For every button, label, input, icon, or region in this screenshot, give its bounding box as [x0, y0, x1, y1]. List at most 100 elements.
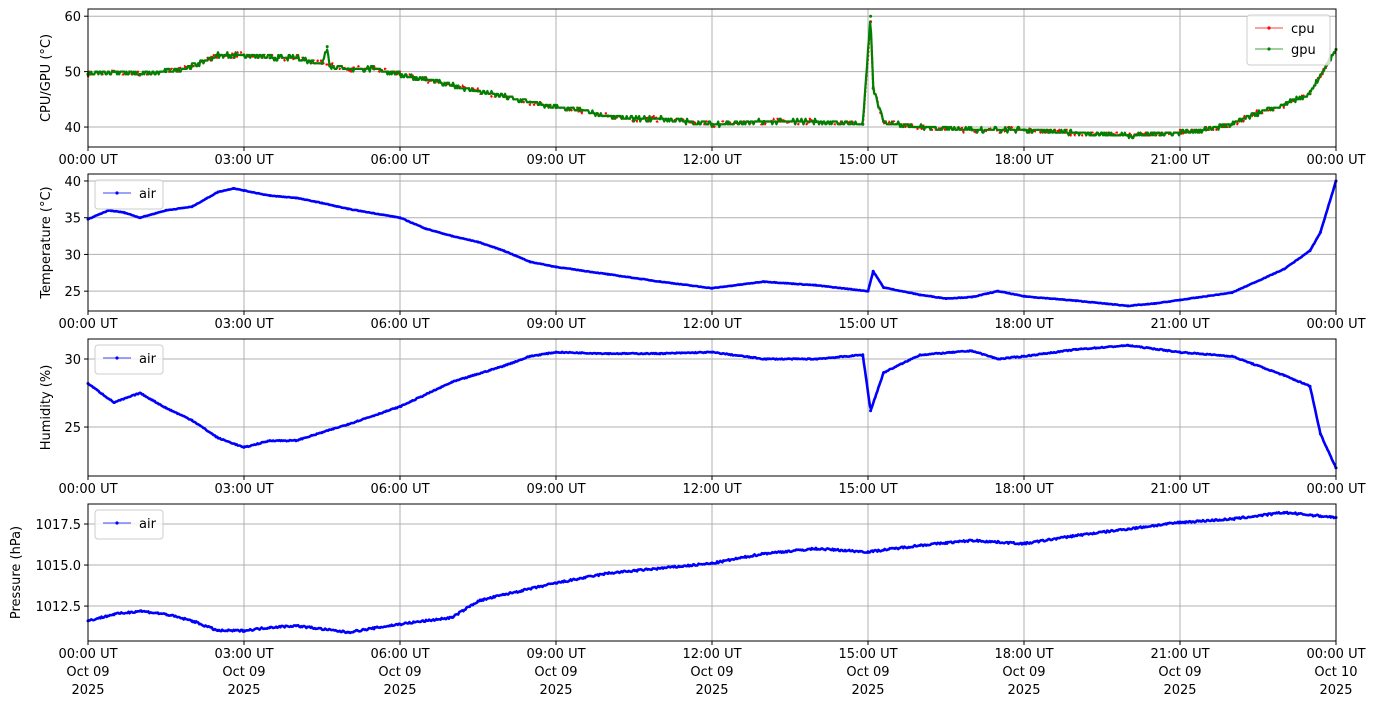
- data-point-gpu: [268, 56, 272, 60]
- x-tick-label: 03:00 UT: [214, 647, 273, 662]
- data-point-air: [138, 609, 142, 613]
- x-year-label: 2025: [1007, 683, 1040, 698]
- data-point-air: [112, 612, 116, 616]
- x-tick-label: 15:00 UT: [838, 647, 897, 662]
- data-point-gpu: [398, 72, 402, 76]
- data-point-air: [710, 350, 714, 354]
- data-point-gpu: [580, 108, 584, 112]
- x-tick-label: 06:00 UT: [370, 153, 429, 168]
- data-point-air: [346, 207, 350, 211]
- data-point-air: [1178, 520, 1182, 524]
- legend: air: [94, 344, 164, 375]
- x-tick-label: 06:00 UT: [370, 317, 429, 332]
- x-tick-label: 03:00 UT: [214, 317, 273, 332]
- data-point-gpu: [710, 122, 714, 126]
- data-point-air: [554, 581, 558, 585]
- data-point-gpu: [325, 45, 329, 49]
- data-point-air: [320, 430, 324, 434]
- data-point-air: [346, 422, 350, 426]
- legend-marker-gpu: [1267, 47, 1271, 51]
- x-date-label: Oct 09: [690, 665, 733, 680]
- data-point-air: [554, 265, 558, 269]
- data-point-air: [762, 280, 766, 284]
- data-point-air: [1308, 384, 1312, 388]
- data-point-air: [1308, 249, 1312, 253]
- x-tick-label: 21:00 UT: [1150, 482, 1209, 497]
- legend-label-air: air: [139, 517, 157, 532]
- data-point-air: [918, 293, 922, 297]
- data-point-air: [190, 205, 194, 209]
- data-point-air: [138, 391, 142, 395]
- data-point-air: [882, 371, 886, 375]
- data-point-gpu: [528, 100, 532, 104]
- y-tick-label: 40: [64, 121, 81, 136]
- data-point-air: [882, 285, 886, 289]
- x-tick-label: 06:00 UT: [370, 482, 429, 497]
- y-tick-label: 1017.5: [36, 518, 82, 533]
- x-tick-label: 18:00 UT: [994, 482, 1053, 497]
- data-point-air: [268, 439, 272, 443]
- x-tick-label: 15:00 UT: [838, 153, 897, 168]
- x-year-label: 2025: [1163, 683, 1196, 698]
- legend-box: [94, 344, 164, 375]
- x-tick-label: 15:00 UT: [838, 482, 897, 497]
- data-point-air: [1318, 230, 1322, 234]
- data-point-air: [814, 283, 818, 287]
- data-point-gpu: [138, 72, 142, 76]
- data-point-air: [450, 380, 454, 384]
- x-tick-label: 00:00 UT: [58, 482, 117, 497]
- data-point-air: [232, 186, 236, 190]
- data-point-gpu: [606, 114, 610, 118]
- data-point-air: [346, 630, 350, 634]
- data-point-gpu: [346, 67, 350, 71]
- data-point-air: [658, 352, 662, 356]
- data-point-gpu: [294, 56, 298, 60]
- legend-label-cpu: cpu: [1291, 22, 1315, 37]
- data-point-air: [918, 353, 922, 357]
- data-point-gpu: [1256, 111, 1260, 115]
- y-axis-label: Pressure (hPa): [9, 526, 24, 619]
- x-tick-label: 21:00 UT: [1150, 153, 1209, 168]
- x-year-label: 2025: [227, 683, 260, 698]
- x-tick-label: 00:00 UT: [58, 153, 117, 168]
- data-point-air: [242, 629, 246, 633]
- x-date-label: Oct 09: [378, 665, 421, 680]
- data-point-air: [970, 538, 974, 542]
- data-point-air: [398, 622, 402, 626]
- data-point-air: [107, 208, 111, 212]
- data-point-air: [866, 550, 870, 554]
- y-tick-label: 50: [64, 66, 81, 81]
- x-date-label: Oct 09: [1002, 665, 1045, 680]
- x-tick-label: 12:00 UT: [682, 317, 741, 332]
- data-point-air: [710, 286, 714, 290]
- x-tick-label: 00:00 UT: [58, 317, 117, 332]
- data-point-air: [996, 289, 1000, 293]
- data-point-gpu: [1204, 128, 1208, 132]
- data-point-air: [1126, 527, 1130, 531]
- series-air: [86, 179, 1338, 308]
- data-point-gpu: [1282, 103, 1286, 107]
- data-point-air: [970, 295, 974, 299]
- x-tick-label: 09:00 UT: [526, 482, 585, 497]
- subplot-3: 25 30 00:00 UT 03:00 UT 06:00 UT 09:00 UT 12:0…: [39, 338, 1366, 497]
- legend-box: [1246, 14, 1331, 66]
- data-point-air: [502, 593, 506, 597]
- data-point-air: [996, 357, 1000, 361]
- x-date-label: Oct 09: [534, 665, 577, 680]
- x-tick-label: 18:00 UT: [994, 647, 1053, 662]
- x-tick-label: 00:00 UT: [58, 647, 117, 662]
- data-point-air: [1178, 298, 1182, 302]
- y-tick-label: 35: [64, 212, 81, 227]
- data-point-air: [1022, 542, 1026, 546]
- data-point-air: [606, 272, 610, 276]
- x-tick-label: 21:00 UT: [1150, 647, 1209, 662]
- data-point-air: [294, 624, 298, 628]
- data-point-air: [216, 629, 220, 633]
- legend-marker-air: [115, 521, 119, 525]
- x-date-label: Oct 09: [846, 665, 889, 680]
- legend: cpu gpu: [1246, 14, 1331, 66]
- series-air: [86, 343, 1338, 470]
- data-point-air: [528, 354, 532, 358]
- data-point-air: [450, 234, 454, 238]
- data-point-air: [476, 240, 480, 244]
